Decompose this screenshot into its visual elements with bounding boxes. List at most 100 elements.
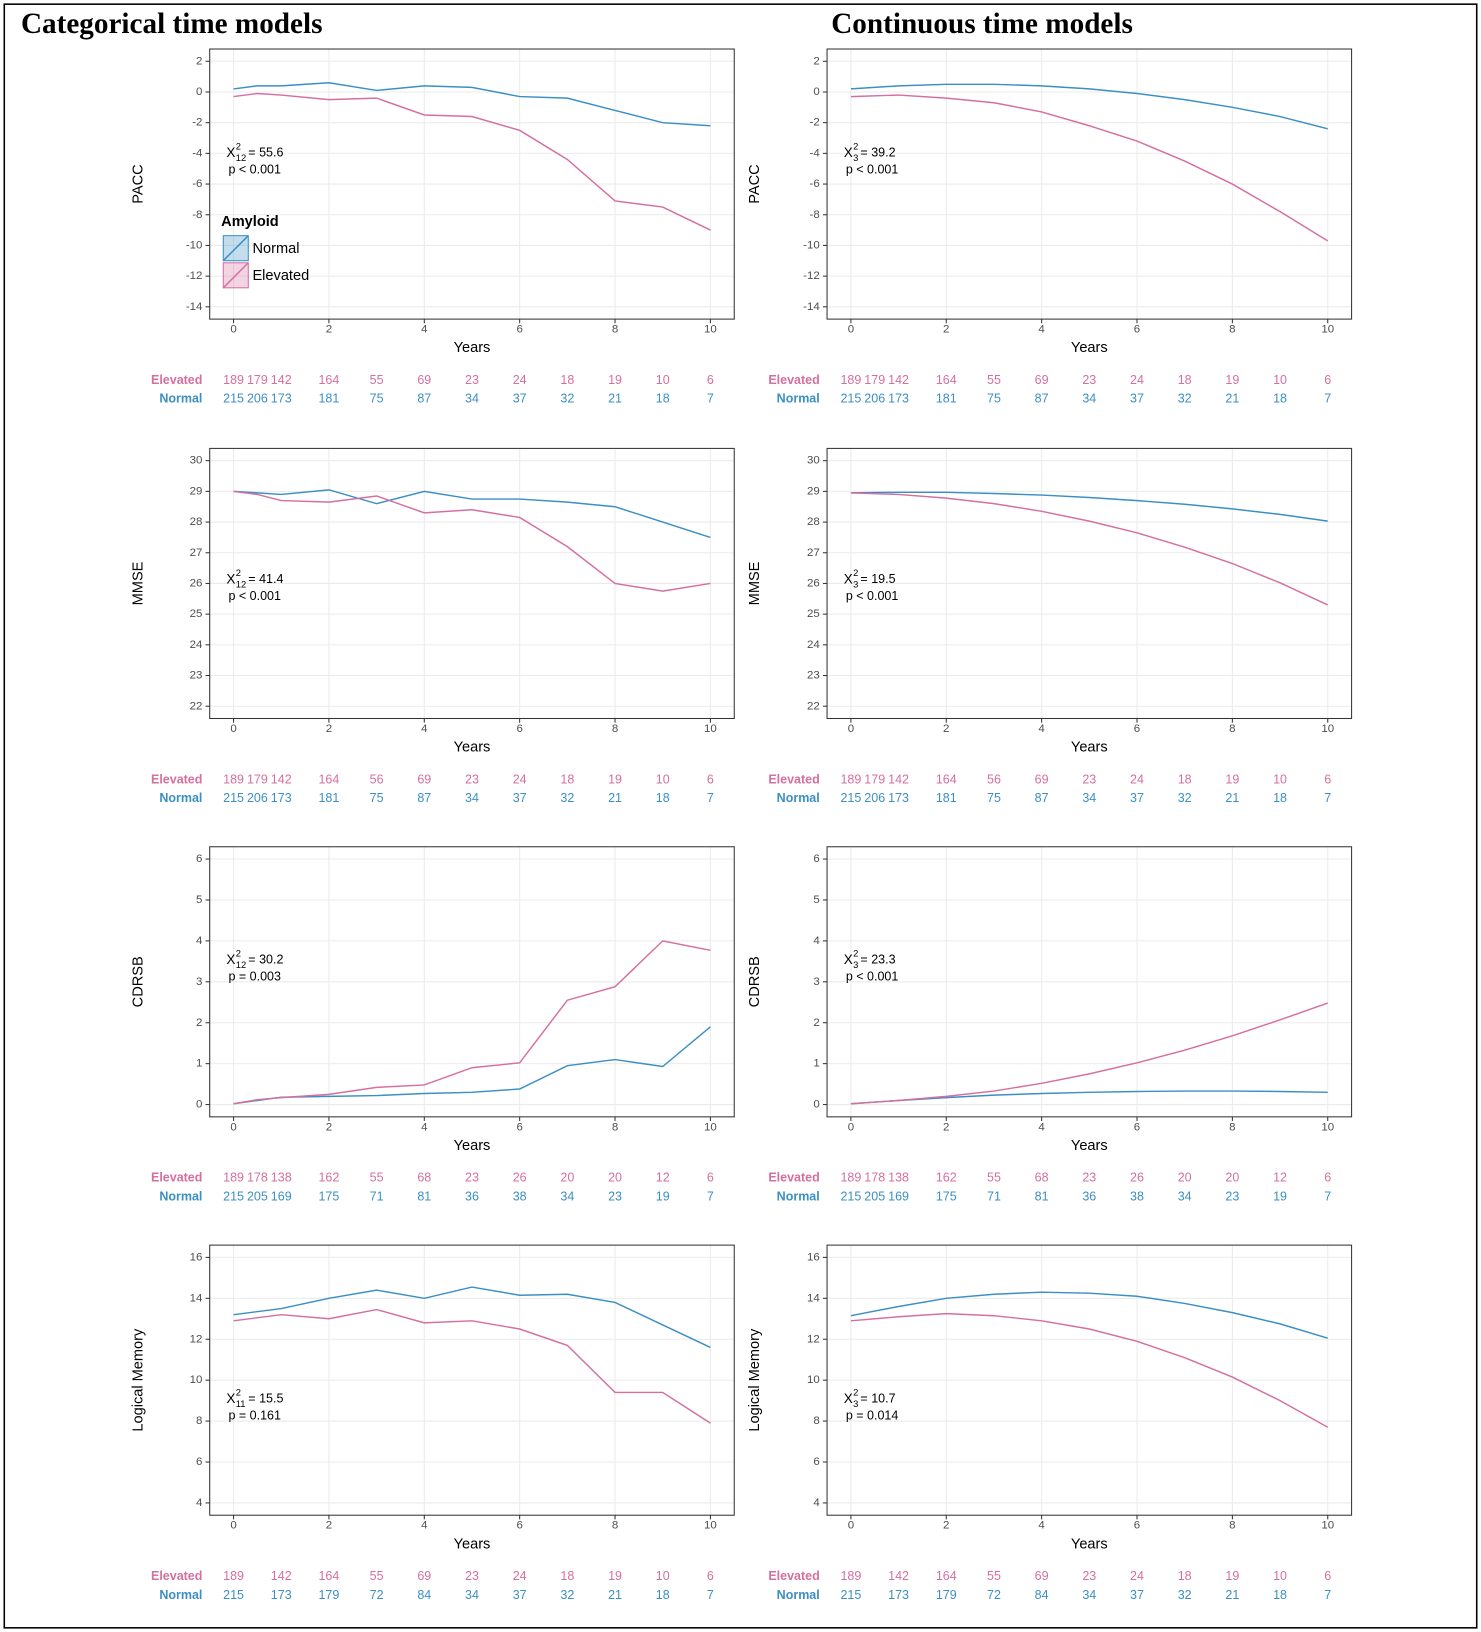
series-line [850,1090,1328,1105]
x-axis-label: Years [1071,1138,1108,1154]
risk-count: 7 [707,1189,714,1203]
risk-count: 32 [1178,392,1192,406]
risk-count: 36 [465,1189,479,1203]
y-tick-label: 10 [190,1374,203,1386]
plot-border [826,846,1353,1118]
risk-row-label: Elevated [768,1171,819,1185]
risk-count: 18 [656,392,670,406]
y-tick-label: -8 [192,209,202,221]
legend-label: Elevated [252,268,309,284]
column-title: Continuous time models [831,8,1133,40]
risk-count: 178 [247,1171,268,1185]
risk-count: 23 [608,1189,622,1203]
x-tick-label: 4 [1038,324,1045,336]
stat-symbol: X [226,952,235,967]
stat-value: = 15.5 [248,1392,283,1406]
risk-count: 178 [864,1171,885,1185]
stat-value: = 10.7 [860,1392,895,1406]
x-axis-label: Years [454,1536,491,1552]
series-line [850,492,1329,606]
risk-row-label: Normal [777,1189,820,1203]
risk-count: 173 [888,392,909,406]
p-value: p = 0.003 [228,969,281,983]
y-tick-label: 2 [813,1017,819,1029]
y-tick-label: 16 [190,1251,203,1263]
y-tick-label: 22 [190,700,203,712]
stat-sub: 12 [236,580,246,590]
legend-title: Amyloid [221,214,279,230]
risk-count: 56 [370,772,384,786]
series-line [850,83,1328,130]
risk-count: 19 [1225,1569,1239,1583]
risk-count: 215 [840,1588,861,1602]
y-tick-label: 30 [190,455,203,467]
y-tick-label: 0 [813,1099,819,1111]
x-tick-label: 2 [943,324,949,336]
risk-count: 206 [864,392,885,406]
stat-sup: 2 [853,949,858,959]
risk-count: 24 [1130,772,1144,786]
x-tick-label: 0 [230,324,236,336]
p-value: p < 0.001 [846,162,899,176]
risk-count: 24 [513,373,527,387]
x-tick-label: 4 [421,1121,428,1133]
y-tick-label: 2 [813,55,819,67]
risk-count: 6 [707,772,714,786]
p-value: p < 0.001 [846,969,899,983]
y-tick-label: 3 [813,976,819,988]
risk-count: 142 [888,373,909,387]
risk-count: 87 [1035,791,1049,805]
risk-count: 87 [417,392,431,406]
risk-count: 75 [370,392,384,406]
risk-count: 23 [465,1171,479,1185]
risk-count: 179 [318,1588,339,1602]
stat-symbol: X [844,1391,853,1406]
y-axis-label: MMSE [131,561,147,605]
risk-count: 20 [1178,1171,1192,1185]
risk-count: 7 [1324,791,1331,805]
plot-border [209,447,735,720]
stat-sub: 12 [236,153,246,163]
risk-count: 6 [707,373,714,387]
risk-row-label: Elevated [151,373,202,387]
x-tick-label: 4 [421,723,428,735]
series-line [850,491,1328,522]
risk-count: 24 [1130,1569,1144,1583]
x-tick-label: 6 [1134,723,1140,735]
p-value: p < 0.001 [228,162,281,176]
risk-count: 81 [417,1189,431,1203]
risk-count: 19 [608,373,622,387]
risk-count: 10 [1273,772,1287,786]
y-tick-label: 6 [196,853,202,865]
risk-count: 72 [370,1588,384,1602]
risk-count: 71 [370,1189,384,1203]
risk-count: 179 [247,373,268,387]
x-tick-label: 0 [230,723,236,735]
risk-count: 19 [608,772,622,786]
risk-count: 37 [1130,1588,1144,1602]
risk-count: 7 [1324,1189,1331,1203]
series-line [233,489,711,539]
y-tick-label: -12 [803,270,820,282]
risk-count: 6 [1324,772,1331,786]
risk-count: 142 [271,373,292,387]
risk-count: 18 [1273,791,1287,805]
risk-row-label: Elevated [768,772,819,786]
risk-count: 179 [864,373,885,387]
x-tick-label: 6 [516,1520,522,1532]
risk-count: 205 [247,1189,268,1203]
series-line [233,1308,711,1424]
risk-count: 18 [656,1588,670,1602]
stat-sup: 2 [853,568,858,578]
risk-count: 215 [223,392,244,406]
risk-count: 181 [936,392,957,406]
x-tick-label: 8 [1229,1520,1235,1532]
risk-count: 32 [560,1588,574,1602]
y-tick-label: 23 [190,670,203,682]
p-value: p < 0.001 [228,589,281,603]
x-tick-label: 2 [943,1520,949,1532]
risk-count: 179 [936,1588,957,1602]
risk-count: 87 [417,791,431,805]
risk-count: 169 [271,1189,292,1203]
